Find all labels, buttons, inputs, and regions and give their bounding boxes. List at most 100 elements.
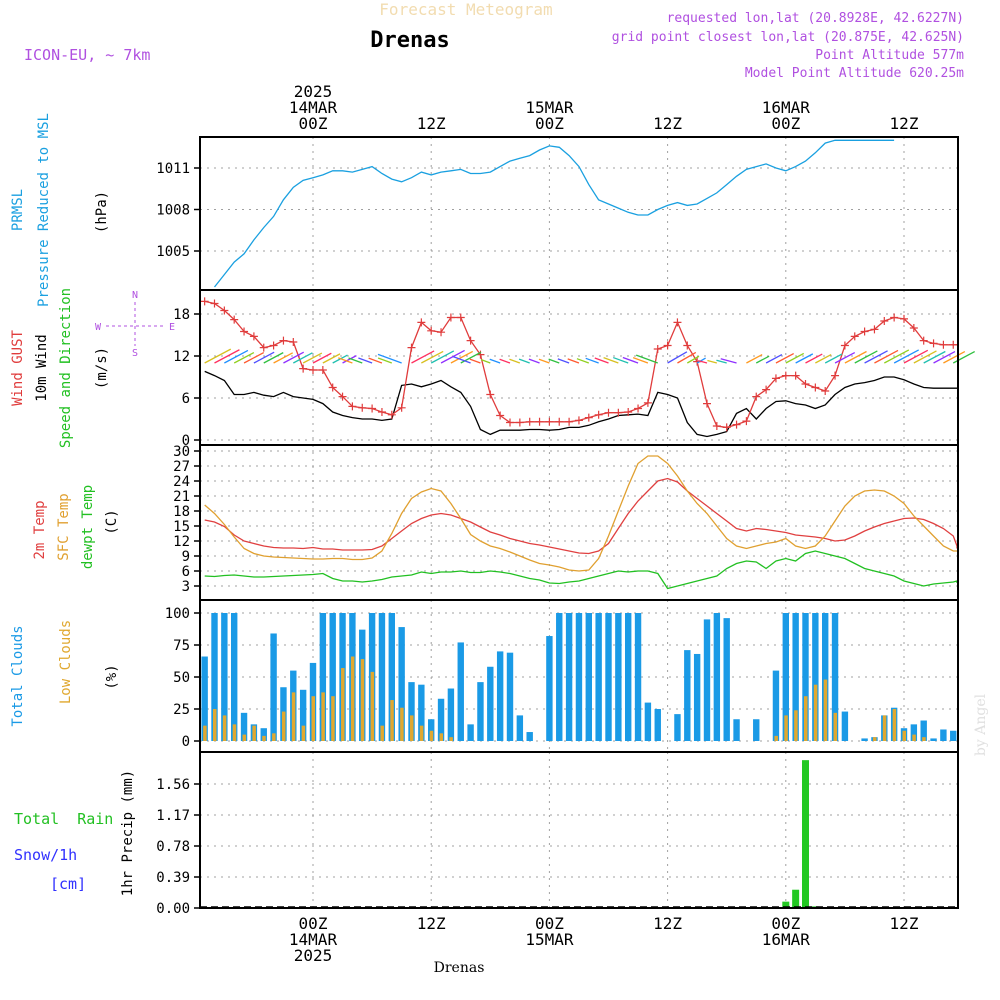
- time-label-bottom: 2025: [294, 946, 333, 965]
- wind-arrow: [943, 351, 966, 364]
- low-cloud-bar: [291, 692, 296, 741]
- time-label-top: 00Z: [535, 114, 564, 133]
- wind-arrow: [204, 348, 232, 364]
- total-cloud-bar: [940, 729, 947, 741]
- wind-arrow: [528, 358, 540, 364]
- wind-arrow: [933, 351, 956, 364]
- gust-marker: [525, 417, 534, 426]
- total-cloud-bar: [625, 613, 632, 741]
- wind-arrow: [775, 352, 795, 364]
- low-cloud-bar: [872, 737, 877, 741]
- model-label: ICON-EU, ~ 7km: [24, 46, 150, 64]
- wind-arrow: [667, 351, 688, 364]
- wind-arrow: [834, 351, 856, 364]
- time-label-bottom: 00Z: [299, 914, 328, 933]
- wind-arrow: [603, 357, 619, 364]
- rain-label: Total Rain: [14, 810, 113, 828]
- time-label-bottom: 12Z: [890, 914, 919, 933]
- wind-arrow: [538, 358, 550, 364]
- time-label-top: 00Z: [299, 114, 328, 133]
- wind-arrow: [243, 351, 265, 364]
- time-label-bottom: 14MAR: [289, 930, 338, 949]
- panel-frame: [199, 751, 959, 909]
- gust-marker: [574, 416, 583, 425]
- gust-marker: [486, 390, 495, 399]
- total-cloud-bar: [575, 613, 583, 741]
- wind-arrow: [548, 358, 560, 364]
- low-cloud-bar: [922, 737, 926, 741]
- wind-arrow: [377, 357, 393, 364]
- y-tick-label: 27: [173, 459, 190, 475]
- gust-label: Wind GUST: [10, 330, 26, 406]
- gust-marker: [565, 417, 574, 426]
- gust-marker: [249, 332, 258, 341]
- wind-arrow: [283, 351, 305, 364]
- total-cloud-bar: [674, 714, 681, 741]
- low-cloud-bar: [252, 725, 256, 741]
- wind-arrow: [368, 357, 383, 364]
- gust-marker: [890, 313, 899, 322]
- gust-marker: [240, 327, 249, 336]
- y-tick-label: 0: [182, 734, 190, 750]
- y-tick-label: 3: [182, 579, 190, 595]
- wind-arrow: [253, 351, 275, 364]
- wind-arrow: [632, 357, 649, 364]
- time-label-bottom: 12Z: [417, 914, 446, 933]
- gust-marker: [791, 371, 800, 380]
- total-cloud-bar: [299, 689, 307, 741]
- wind-arrow: [686, 355, 700, 364]
- t2m-label: 2m Temp: [32, 500, 48, 559]
- y-tick-label: 12: [173, 349, 190, 365]
- y-tick-label: 21: [173, 489, 190, 505]
- gust-marker: [900, 314, 908, 323]
- gust-marker: [200, 297, 209, 306]
- gust-marker: [742, 417, 751, 426]
- time-label-top: 00Z: [771, 114, 800, 133]
- wind-arrow: [765, 354, 783, 364]
- gust-marker: [368, 404, 377, 413]
- y-tick-label: 50: [173, 670, 190, 686]
- tick-labels: 1005100810110612183691215182124273002550…: [156, 161, 190, 917]
- total-cloud-bar: [378, 613, 386, 741]
- compass-e: E: [169, 322, 175, 333]
- low-cloud-bar: [321, 692, 325, 741]
- wind-arrow: [499, 358, 511, 364]
- total-cloud-bar: [802, 613, 809, 741]
- total-cloud-bar: [516, 715, 524, 741]
- gust-marker: [387, 410, 396, 419]
- low-cloud-bar: [272, 733, 276, 741]
- temp-labels: 2m Temp SFC Temp dewpt Temp (C): [32, 485, 120, 569]
- gust-marker: [299, 364, 308, 373]
- wind-arrow: [698, 360, 708, 364]
- y-tick-label: 15: [173, 519, 190, 535]
- wind-unit: (m/s): [94, 347, 110, 389]
- low-cloud-bar: [331, 696, 335, 741]
- compass-n: N: [132, 290, 138, 301]
- total-cloud-bar: [634, 613, 642, 741]
- time-label-top: 14MAR: [289, 98, 338, 117]
- gust-marker: [584, 413, 593, 422]
- total-cloud-bar: [496, 651, 504, 741]
- total-cloud-bar: [782, 613, 789, 741]
- total-cloud-bar: [240, 712, 248, 741]
- gust-marker: [722, 423, 731, 432]
- gust-marker: [781, 371, 790, 380]
- wind-arrow: [893, 349, 920, 364]
- low-cloud-bar: [892, 709, 897, 741]
- gust-marker: [909, 324, 918, 332]
- total-cloud-bar: [329, 613, 336, 741]
- wind-arrow: [480, 359, 491, 364]
- y-tick-label: 18: [173, 307, 190, 323]
- total-cloud-bar: [841, 711, 849, 741]
- wind-arrow: [302, 352, 323, 364]
- gust-marker: [929, 339, 938, 348]
- low-cloud-bar: [784, 715, 788, 741]
- total-cloud-bar: [437, 698, 445, 741]
- wind-arrow: [913, 350, 937, 364]
- wind-dir-label: Speed and Direction: [58, 288, 74, 448]
- total-cloud-bar: [546, 636, 553, 741]
- wind-arrow: [450, 350, 474, 364]
- low-cloud-bar: [350, 656, 355, 741]
- total-cloud-bar: [487, 666, 494, 741]
- wind-arrow: [824, 353, 843, 364]
